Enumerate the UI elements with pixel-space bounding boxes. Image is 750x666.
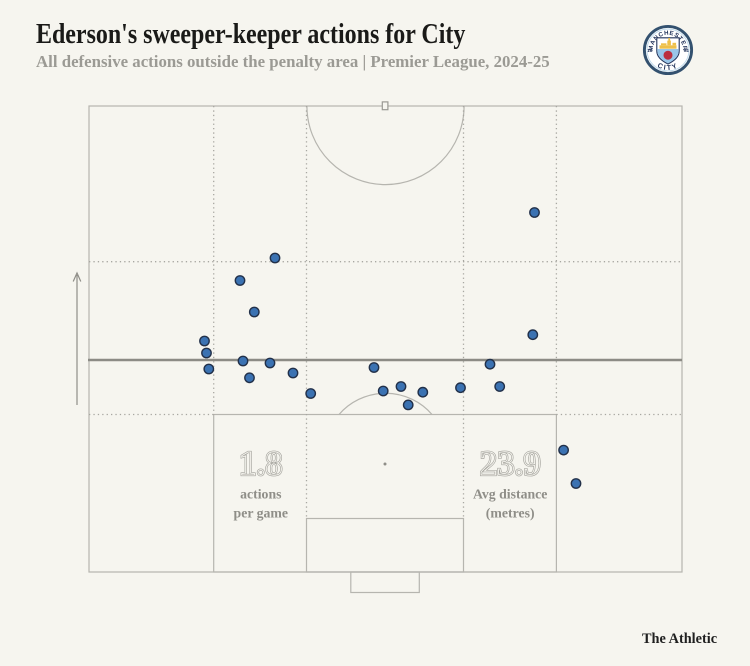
svg-text:18: 18	[647, 48, 653, 53]
svg-text:actions: actions	[240, 487, 282, 502]
svg-text:23.9: 23.9	[480, 444, 541, 483]
svg-text:CITY: CITY	[656, 61, 680, 72]
svg-text:1.8: 1.8	[239, 444, 283, 483]
svg-text:94: 94	[684, 48, 690, 53]
svg-text:23.9: 23.9	[480, 444, 541, 483]
svg-text:Avg distance: Avg distance	[473, 487, 547, 502]
svg-text:per game: per game	[234, 505, 289, 520]
svg-text:(metres): (metres)	[486, 505, 535, 521]
svg-text:1.8: 1.8	[239, 444, 283, 483]
